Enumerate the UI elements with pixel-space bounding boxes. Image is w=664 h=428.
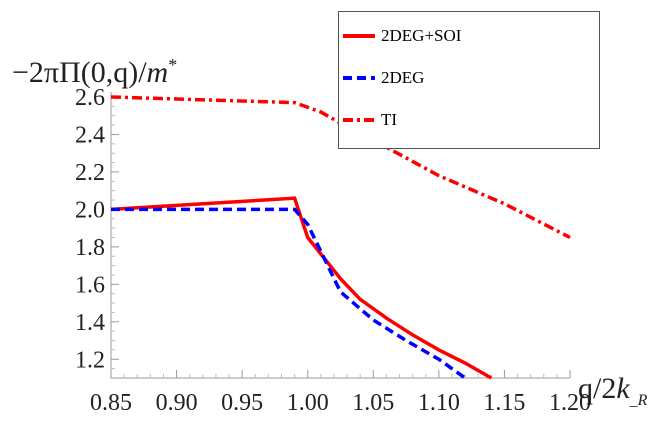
y-tick-label: 2.2 <box>75 160 105 186</box>
legend-swatch <box>343 118 375 122</box>
x-tick-label: 0.95 <box>221 390 263 416</box>
legend-label: TI <box>381 110 398 129</box>
legend-label: 2DEG <box>381 68 425 87</box>
x-axis-label: q/2k_R <box>578 372 648 409</box>
x-tick-label: 0.85 <box>90 390 132 416</box>
y-tick-label: 1.4 <box>75 310 105 336</box>
legend: 2DEG+SOI 2DEG TI <box>338 11 600 149</box>
y-tick-label: 1.6 <box>75 272 105 298</box>
y-tick-label: 1.8 <box>75 235 105 261</box>
x-tick-label: 1.20 <box>549 390 591 416</box>
legend-item: 2DEG <box>343 68 424 88</box>
legend-item: 2DEG+SOI <box>343 26 461 46</box>
y-tick-label: 2.6 <box>75 85 105 111</box>
x-tick-label: 1.15 <box>483 390 525 416</box>
legend-item: TI <box>343 110 397 130</box>
x-tick-label: 0.90 <box>156 390 198 416</box>
y-tick-label: 1.2 <box>75 347 105 373</box>
series-line-2deg-soi <box>110 196 493 380</box>
x-tick-label: 1.10 <box>418 390 460 416</box>
y-axis-label: −2πΠ(0,q)/m* <box>12 55 178 89</box>
x-tick-label: 1.05 <box>352 390 394 416</box>
series-line-2deg <box>111 207 467 380</box>
y-tick-label: 2.4 <box>75 122 105 148</box>
legend-label: 2DEG+SOI <box>381 26 462 45</box>
legend-swatch <box>343 76 375 80</box>
x-tick-label: 1.00 <box>287 390 329 416</box>
legend-swatch <box>343 34 375 38</box>
y-tick-label: 2.0 <box>75 197 105 223</box>
